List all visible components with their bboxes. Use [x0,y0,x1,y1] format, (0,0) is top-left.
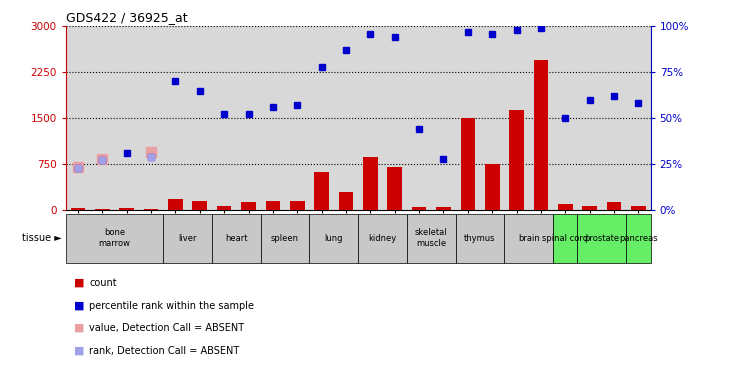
Bar [314,172,329,210]
FancyBboxPatch shape [553,214,577,262]
Text: spleen: spleen [271,234,299,243]
Bar [534,60,548,210]
Text: GDS422 / 36925_at: GDS422 / 36925_at [66,11,187,24]
Bar [583,206,597,210]
Bar [168,199,183,210]
Text: percentile rank within the sample: percentile rank within the sample [89,301,254,310]
Text: spinal cord: spinal cord [542,234,588,243]
Bar [217,206,232,210]
Bar [241,202,256,210]
Text: kidney: kidney [368,234,397,243]
FancyBboxPatch shape [309,214,358,262]
Bar [510,110,524,210]
Bar [265,201,280,210]
FancyBboxPatch shape [66,214,163,262]
Text: lung: lung [325,234,343,243]
FancyBboxPatch shape [455,214,504,262]
Bar [290,201,305,210]
FancyBboxPatch shape [358,214,407,262]
Text: ■: ■ [74,278,84,288]
FancyBboxPatch shape [626,214,651,262]
FancyBboxPatch shape [212,214,261,262]
Bar [71,208,86,210]
Text: prostate: prostate [584,234,619,243]
Text: heart: heart [225,234,248,243]
Text: thymus: thymus [464,234,496,243]
Text: rank, Detection Call = ABSENT: rank, Detection Call = ABSENT [89,346,240,355]
Bar [338,192,353,210]
Text: pancreas: pancreas [619,234,658,243]
FancyBboxPatch shape [407,214,455,262]
Text: brain: brain [518,234,539,243]
Text: tissue ►: tissue ► [23,233,62,243]
FancyBboxPatch shape [163,214,212,262]
Bar [119,209,134,210]
Bar [461,118,475,210]
Text: count: count [89,278,117,288]
Bar [436,207,451,210]
FancyBboxPatch shape [504,214,553,262]
Bar [192,201,207,210]
Bar [485,164,499,210]
Text: ■: ■ [74,323,84,333]
Text: ■: ■ [74,346,84,355]
Text: ■: ■ [74,301,84,310]
Text: value, Detection Call = ABSENT: value, Detection Call = ABSENT [89,323,244,333]
FancyBboxPatch shape [261,214,309,262]
Text: skeletal
muscle: skeletal muscle [415,228,447,248]
FancyBboxPatch shape [577,214,626,262]
Bar [412,207,426,210]
Bar [95,209,110,210]
Bar [631,206,645,210]
Bar [363,157,378,210]
Bar [558,204,572,210]
Bar [144,209,159,210]
Text: bone
marrow: bone marrow [99,228,131,248]
Text: liver: liver [178,234,197,243]
Bar [387,167,402,210]
Bar [607,202,621,210]
